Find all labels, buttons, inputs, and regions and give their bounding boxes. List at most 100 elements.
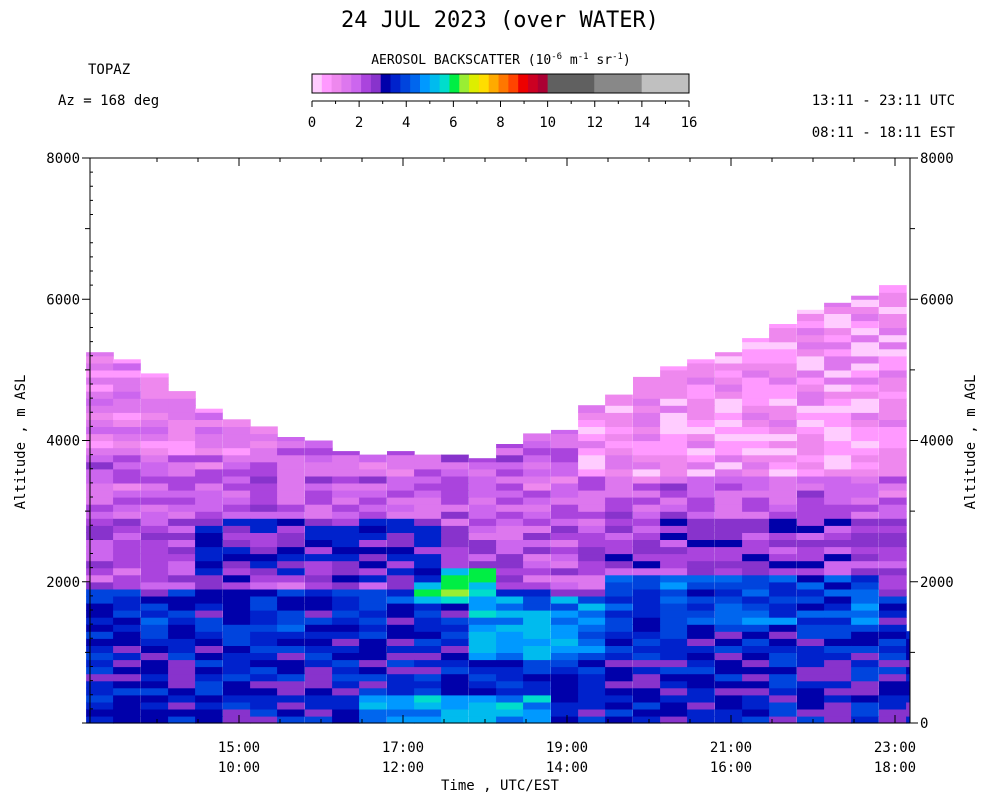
heatmap-cell: [250, 617, 278, 625]
heatmap-cell: [250, 694, 278, 703]
heatmap-cell: [223, 454, 251, 463]
heatmap-cell: [660, 518, 688, 526]
heatmap-cell: [742, 355, 770, 364]
heatmap-cell: [824, 715, 852, 724]
colorbar-tick-label: 0: [308, 115, 316, 131]
colorbar-segment: [331, 74, 342, 93]
heatmap-cell: [223, 489, 251, 498]
heatmap-cell: [660, 602, 688, 611]
heatmap-cell: [605, 574, 633, 583]
heatmap-cell: [168, 489, 196, 498]
heatmap-cell: [715, 454, 743, 463]
heatmap-cell: [824, 645, 852, 653]
heatmap-cell: [797, 320, 825, 329]
heatmap-cell: [86, 489, 114, 498]
heatmap-cell: [113, 638, 141, 646]
heatmap-cell: [113, 617, 141, 625]
heatmap-cell: [113, 659, 141, 668]
heatmap-cell: [223, 419, 251, 427]
heatmap-cell: [195, 694, 223, 703]
heatmap-cell: [687, 567, 715, 576]
heatmap-cell: [113, 454, 141, 463]
heatmap-cell: [879, 602, 907, 611]
heatmap-cell: [605, 645, 633, 653]
heatmap-cell: [496, 638, 524, 646]
heatmap-cell: [824, 440, 852, 449]
heatmap-cell: [277, 475, 305, 484]
heatmap-cell: [633, 701, 661, 710]
heatmap-cell: [387, 489, 415, 498]
heatmap-cell: [633, 447, 661, 456]
heatmap-cell: [605, 539, 633, 548]
heatmap-cell: [824, 525, 852, 533]
heatmap-cell: [441, 461, 469, 470]
heatmap-cell: [414, 694, 442, 703]
heatmap-cell: [332, 666, 360, 675]
heatmap-cell: [879, 320, 907, 329]
x-tick-label-utc: 23:00: [874, 740, 916, 756]
heatmap-cell: [496, 652, 524, 661]
heatmap-cell: [879, 638, 907, 646]
heatmap-cell: [86, 468, 114, 477]
heatmap-cell: [113, 447, 141, 456]
heatmap-cell: [277, 680, 305, 689]
heatmap-cell: [113, 701, 141, 710]
heatmap-cell: [633, 610, 661, 618]
profile-column: [469, 458, 497, 724]
heatmap-cell: [195, 412, 223, 420]
heatmap-cell: [578, 659, 606, 668]
heatmap-cell: [851, 666, 879, 675]
heatmap-cell: [414, 652, 442, 661]
heatmap-cell: [578, 645, 606, 653]
heatmap-cell: [277, 518, 305, 526]
heatmap-cell: [195, 602, 223, 611]
heatmap-cell: [851, 504, 879, 512]
heatmap-cell: [113, 468, 141, 477]
heatmap-cell: [797, 652, 825, 661]
heatmap-cell: [332, 680, 360, 689]
heatmap-cell: [605, 482, 633, 491]
heatmap-cell: [851, 348, 879, 357]
profile-column: [906, 631, 910, 724]
heatmap-cell: [715, 694, 743, 703]
heatmap-cell: [879, 299, 907, 307]
heatmap-cell: [742, 553, 770, 562]
heatmap-cell: [660, 369, 688, 378]
heatmap-cell: [168, 652, 196, 661]
heatmap-cell: [387, 567, 415, 576]
heatmap-cell: [851, 680, 879, 689]
heatmap-cell: [578, 581, 606, 590]
heatmap-cell: [797, 715, 825, 724]
heatmap-cell: [332, 588, 360, 597]
heatmap-cell: [441, 638, 469, 646]
heatmap-cell: [168, 405, 196, 413]
heatmap-cell: [742, 708, 770, 717]
heatmap-cell: [469, 518, 497, 526]
heatmap-cell: [551, 532, 579, 540]
heatmap-cell: [441, 475, 469, 484]
heatmap-cell: [414, 553, 442, 562]
heatmap-cell: [414, 511, 442, 519]
heatmap-cell: [633, 384, 661, 392]
heatmap-cell: [660, 539, 688, 548]
heatmap-cell: [687, 546, 715, 555]
heatmap-cell: [633, 680, 661, 689]
heatmap-cell: [633, 426, 661, 435]
heatmap-cell: [168, 532, 196, 540]
heatmap-cell: [86, 482, 114, 491]
heatmap-cell: [906, 708, 910, 717]
heatmap-cell: [168, 482, 196, 491]
heatmap-cell: [332, 539, 360, 548]
heatmap-cell: [824, 419, 852, 427]
heatmap-cell: [797, 412, 825, 420]
heatmap-cell: [715, 652, 743, 661]
x-tick-label-utc: 17:00: [382, 740, 424, 756]
heatmap-cell: [277, 567, 305, 576]
heatmap-cell: [223, 532, 251, 540]
heatmap-cell: [660, 617, 688, 625]
heatmap-cell: [715, 475, 743, 484]
heatmap-cell: [715, 468, 743, 477]
heatmap-cell: [277, 659, 305, 668]
heatmap-cell: [359, 701, 387, 710]
colorbar-segment: [370, 74, 382, 93]
